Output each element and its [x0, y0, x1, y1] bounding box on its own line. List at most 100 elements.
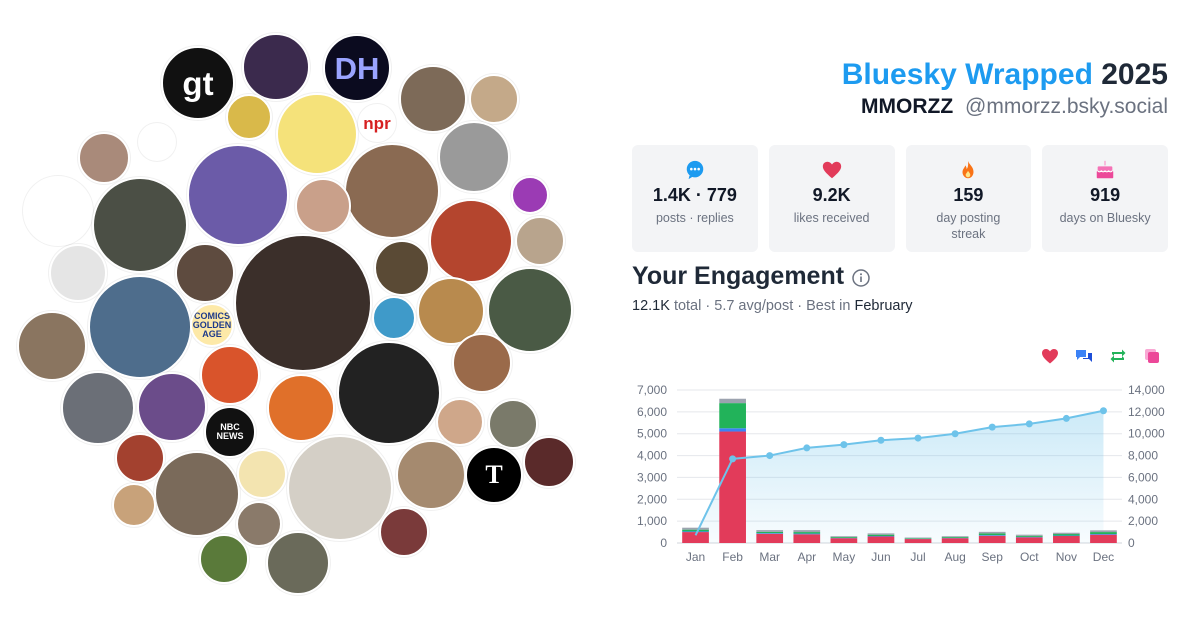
bar-segment-replies — [1090, 534, 1117, 535]
title-year: 2025 — [1101, 58, 1168, 91]
bar-segment-likes — [1015, 537, 1043, 543]
avatar-senator[interactable] — [88, 275, 192, 379]
avatar-nyt-logo[interactable]: T — [465, 446, 523, 504]
avatar-masked-man[interactable] — [234, 234, 372, 372]
avatar-orange-jersey[interactable] — [417, 277, 485, 345]
engagement-chart: 0 1,000 2,000 3,000 4,000 5,000 6,000 7,000 0 2,0… — [637, 383, 1165, 564]
engagement-average: 5.7 avg/post — [714, 298, 794, 314]
x-axis-tick: Jul — [910, 550, 925, 564]
avatar-smiling-woman[interactable] — [154, 451, 240, 537]
repost-icon[interactable] — [1108, 346, 1128, 366]
avatar-suited-man[interactable] — [92, 177, 188, 273]
avatar-cartoon-cap-man[interactable] — [276, 93, 358, 175]
stat-value: 9.2K — [812, 185, 851, 205]
avatar-yellow-sticker[interactable] — [199, 534, 249, 584]
bar-segment-quotes — [1090, 530, 1117, 533]
bar-segment-quotes — [719, 398, 746, 404]
avatar-sunglasses[interactable] — [469, 74, 519, 124]
y-axis-right-tick: 14,000 — [1128, 383, 1165, 397]
stat-card-posts: 1.4K · 779 posts · replies — [632, 145, 758, 252]
y-axis-right-tick: 10,000 — [1128, 427, 1165, 441]
avatar-bearded-glasses[interactable] — [17, 311, 87, 381]
stat-label: day posting streak — [936, 211, 1001, 241]
bar-segment-quotes — [1015, 534, 1043, 536]
x-axis-tick: Dec — [1093, 550, 1114, 564]
x-axis-tick: Sep — [982, 550, 1004, 564]
avatar-cartoon-hat[interactable] — [237, 449, 287, 499]
avatar-young-man[interactable] — [295, 178, 351, 234]
y-axis-left-tick: 3,000 — [637, 470, 667, 484]
y-axis-right-tick: 4,000 — [1128, 492, 1158, 506]
avatar-dh-logo[interactable]: DH — [323, 34, 391, 102]
avatar-long-hair[interactable] — [515, 216, 565, 266]
avatar-bw-portrait[interactable] — [438, 121, 510, 193]
engagement-best-prefix: Best in — [806, 298, 851, 314]
avatar-cartoon-bird[interactable] — [138, 123, 176, 161]
avatar-cartoon-mascot[interactable] — [187, 144, 289, 246]
avatar-mic-man[interactable] — [487, 267, 573, 353]
y-axis-left-tick: 4,000 — [637, 449, 667, 463]
bar-segment-likes — [867, 536, 895, 543]
avatar-glasses-man[interactable] — [175, 243, 235, 303]
info-icon[interactable] — [851, 268, 871, 288]
stat-value: 159 — [953, 185, 984, 205]
avatar-gray-beard[interactable] — [287, 435, 393, 541]
bar-segment-reposts — [941, 537, 969, 538]
avatar-bald-glasses[interactable] — [436, 398, 484, 446]
avatar-tuxedo-man[interactable] — [49, 244, 107, 302]
bar-segment-quotes — [941, 536, 969, 538]
avatar-comic-sticker[interactable] — [226, 94, 272, 140]
user-identity: MMORZZ @mmorzz.bsky.social — [861, 95, 1168, 119]
quote-icon[interactable] — [1142, 346, 1162, 366]
bar-segment-quotes — [1053, 532, 1080, 535]
bar-segment-quotes — [793, 530, 821, 533]
avatar-cap-man[interactable] — [488, 399, 538, 449]
bar-segment-likes — [756, 533, 784, 543]
cumulative-point — [951, 430, 959, 438]
bar-segment-replies — [756, 533, 784, 534]
avatar-purple-glasses[interactable] — [137, 372, 207, 442]
reply-icon[interactable] — [1074, 346, 1094, 366]
avatar-illustrated-crowd[interactable] — [112, 483, 156, 527]
y-axis-left-tick: 6,000 — [637, 405, 667, 419]
avatar-cartoon-duck[interactable] — [23, 176, 93, 246]
avatar-batman[interactable] — [523, 436, 575, 488]
avatar-bear[interactable] — [266, 531, 330, 595]
heart-icon[interactable] — [1040, 346, 1060, 366]
avatar-black-white-man[interactable] — [337, 341, 441, 445]
avatar-sunglasses-man[interactable] — [61, 371, 135, 445]
bar-segment-quotes — [867, 533, 895, 535]
stat-label: likes received — [793, 211, 870, 225]
avatar-dark-portrait[interactable] — [242, 33, 310, 101]
avatar-npr-logo[interactable]: npr — [358, 104, 396, 142]
avatar-older-man[interactable] — [236, 501, 282, 547]
avatar-face-mask[interactable] — [396, 440, 466, 510]
avatar-red-dots-logo[interactable] — [200, 345, 260, 405]
cumulative-point — [729, 455, 737, 463]
avatar-dark-room[interactable] — [374, 240, 430, 296]
avatar-gt-logo[interactable]: gt — [161, 46, 235, 120]
engagement-total: 12.1K — [632, 298, 670, 314]
avatar-child-photo[interactable] — [452, 333, 512, 393]
bar-segment-quotes — [904, 537, 932, 539]
avatar-halftone-man[interactable] — [429, 199, 513, 283]
stat-label: days on Bluesky — [1059, 211, 1151, 225]
engagement-best-month: February — [854, 298, 913, 314]
bar-segment-reposts — [1015, 535, 1043, 537]
avatar-comics-golden-age[interactable]: COMICS GOLDEN AGE — [190, 303, 234, 347]
cumulative-point — [803, 444, 811, 452]
engagement-total-label: total — [673, 298, 702, 314]
avatar-smiling-man[interactable] — [344, 143, 440, 239]
avatar-santa-hat[interactable] — [379, 507, 429, 557]
avatar-mountain-badge[interactable] — [372, 296, 416, 340]
avatar-woman-glasses[interactable] — [78, 132, 130, 184]
avatar-red-cap[interactable] — [115, 433, 165, 483]
bar-segment-likes — [682, 532, 709, 543]
y-axis-left-tick: 0 — [660, 536, 667, 550]
avatar-orange-cartoon[interactable] — [267, 374, 335, 442]
avatar-nbc-news[interactable]: NBC NEWS — [204, 406, 256, 458]
avatar-neon-room[interactable] — [511, 176, 549, 214]
stat-card-days: 919 days on Bluesky — [1042, 145, 1168, 252]
avatar-bearded-man[interactable] — [399, 65, 467, 133]
page-title: Bluesky Wrapped 2025 — [842, 58, 1168, 92]
